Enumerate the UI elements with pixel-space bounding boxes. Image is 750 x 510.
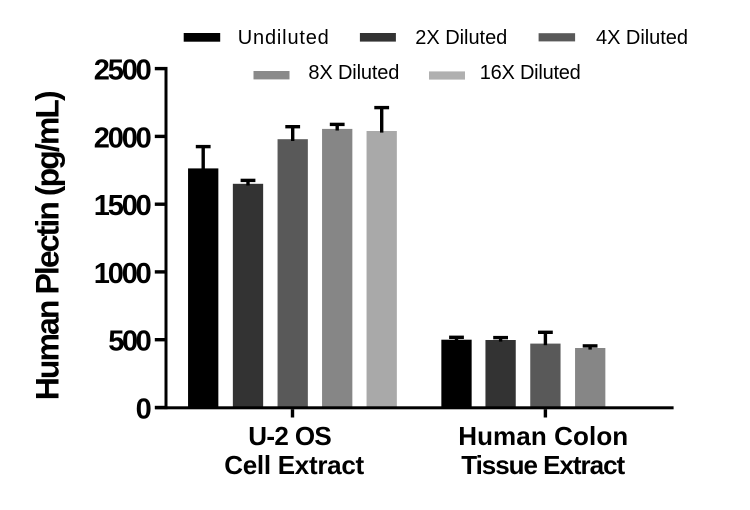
svg-text:Cell Extract: Cell Extract — [224, 450, 364, 480]
svg-text:Human Plectin (pg/mL): Human Plectin (pg/mL) — [30, 90, 66, 400]
svg-text:1000: 1000 — [94, 258, 152, 290]
svg-text:8X Diluted: 8X Diluted — [308, 62, 399, 84]
svg-text:4X Diluted: 4X Diluted — [596, 27, 688, 49]
svg-text:16X Diluted: 16X Diluted — [480, 62, 581, 84]
svg-text:500: 500 — [108, 326, 152, 358]
svg-text:Tissue Extract: Tissue Extract — [461, 450, 625, 480]
svg-text:2X Diluted: 2X Diluted — [415, 27, 507, 49]
svg-text:2500: 2500 — [94, 55, 152, 87]
svg-text:Undiluted: Undiluted — [238, 27, 329, 49]
svg-text:U-2 OS: U-2 OS — [248, 421, 332, 451]
svg-text:1500: 1500 — [94, 190, 152, 222]
svg-text:0: 0 — [136, 393, 152, 425]
svg-text:2000: 2000 — [94, 122, 152, 154]
svg-text:Human Colon: Human Colon — [458, 421, 628, 451]
